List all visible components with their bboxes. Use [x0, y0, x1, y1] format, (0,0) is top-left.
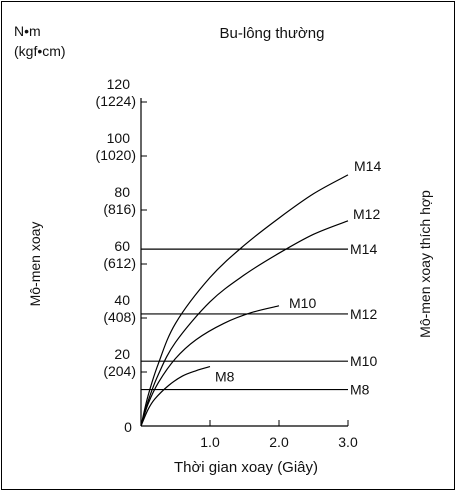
y-tick-label: 20 [114, 346, 130, 362]
y-axis-right-title: Mô-men xoay thích hợp [417, 190, 433, 338]
y-axis-title: Mô-men xoay [27, 222, 43, 307]
y-tick-sublabel: (204) [103, 363, 136, 379]
curve-m14 [140, 174, 349, 427]
series-curves [140, 174, 349, 427]
y-tick-label: 120 [107, 76, 131, 92]
series-labels: M8 M10 M12 M14 [215, 158, 381, 385]
x-tick-label: 3.0 [338, 434, 358, 450]
reference-lines: M14 M12 M10 M8 [141, 241, 377, 398]
curve-m12 [140, 220, 349, 427]
curve-label-m12: M12 [353, 206, 380, 222]
x-axis-title: Thời gian xoay (Giây) [174, 459, 318, 476]
curve-label-m8: M8 [215, 369, 235, 385]
curve-m10 [140, 305, 280, 427]
y-tick-sublabel: (612) [103, 255, 136, 271]
y-tick-label: 100 [107, 130, 131, 146]
curve-label-m14: M14 [354, 158, 381, 174]
y-tick-label: 80 [114, 184, 130, 200]
unit-label-kgfcm: (kgf•cm) [14, 43, 66, 59]
y-tick-label: 40 [114, 292, 130, 308]
curve-label-m10: M10 [289, 295, 316, 311]
reference-label-m12: M12 [350, 306, 377, 322]
reference-label-m8: M8 [350, 382, 370, 398]
y-tick-sublabel: (1224) [96, 93, 136, 109]
y-tick-sublabel: (408) [103, 309, 136, 325]
reference-label-m10: M10 [350, 353, 377, 369]
chart-title: Bu-lông thường [220, 25, 325, 42]
y-tick-label: 60 [114, 238, 130, 254]
reference-label-m14: M14 [350, 241, 377, 257]
x-tick-label: 1.0 [200, 434, 220, 450]
y-tick-sublabel: (816) [103, 201, 136, 217]
torque-chart: N•m (kgf•cm) Bu-lông thường Mô-men xoay … [14, 23, 433, 476]
curve-m8 [140, 366, 211, 427]
y-tick-sublabel: (1020) [96, 147, 136, 163]
axis-ticks: 20(204) 40(408) 60(612) 80(816) 100(1020) 120… [96, 76, 358, 450]
x-tick-label: 0 [124, 419, 132, 435]
unit-label-nm: N•m [14, 23, 41, 39]
x-tick-label: 2.0 [269, 434, 289, 450]
